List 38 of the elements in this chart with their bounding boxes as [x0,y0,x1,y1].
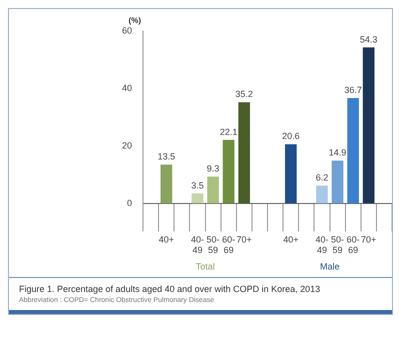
x-tick-label: 40+ [283,234,298,244]
x-tick-label: 60-69 [222,234,236,256]
x-tick-label: 60-69 [346,234,360,256]
bar [316,186,328,204]
data-label: 3.5 [191,180,204,190]
x-tick-label: 40-49 [190,234,204,256]
bar [332,160,344,204]
data-label: 22.1 [220,126,238,137]
bar [222,140,234,204]
x-tick-label: 50-59 [331,234,344,256]
y-tick-label: 60 [122,25,132,36]
bar [347,98,359,204]
data-label: 9.3 [206,164,220,174]
x-tick-label: 40+ [158,234,174,244]
bar [285,144,297,204]
x-tick-label: 70+ [361,234,376,244]
bar [160,164,172,204]
bar [192,193,204,204]
y-tick-label: 0 [126,198,132,208]
y-tick-label: 20 [122,140,132,150]
x-tick-label: 40-49 [315,234,328,256]
data-label: 35.2 [235,89,253,100]
bar [362,47,374,204]
data-label: 20.6 [282,131,300,142]
y-tick-label: 40 [122,82,132,93]
text: Total [196,261,215,272]
data-label: 13.5 [158,152,176,162]
bar [207,176,219,204]
text: Figure 1. Percentage of adults aged 40 and over with COPD in Korea, 2013 [19,284,322,294]
data-label: 14.9 [328,148,346,158]
y-axis-title: (%) [128,16,142,26]
bar [238,102,250,204]
data-label: 36.7 [344,84,362,95]
data-label: 54.3 [360,34,378,44]
text: Male [320,261,340,272]
x-tick-label: 50-59 [206,234,220,256]
data-label: 6.2 [316,172,328,183]
x-tick-label: 70+ [236,234,252,244]
